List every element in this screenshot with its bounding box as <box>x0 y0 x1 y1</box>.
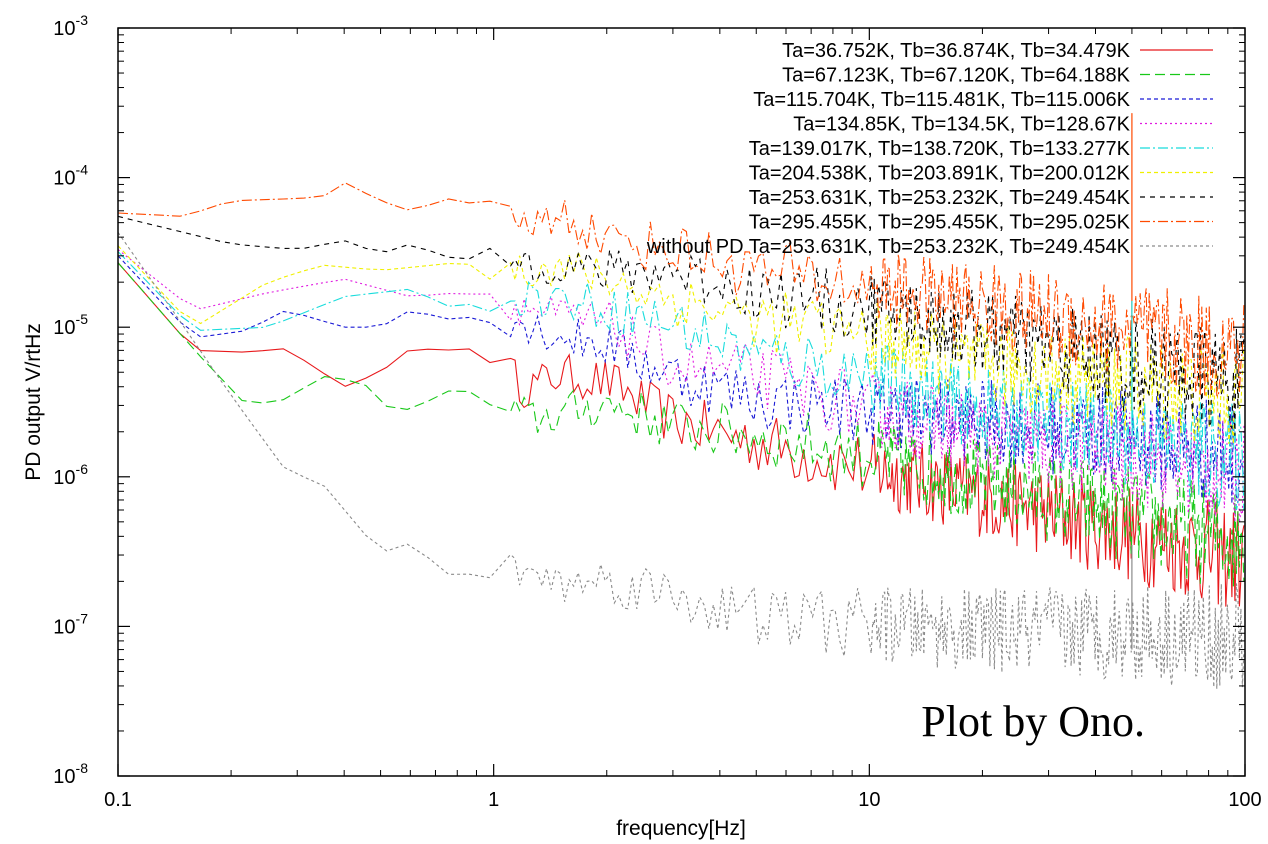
y-axis-label: PD output V/rtHz <box>22 323 45 481</box>
series-line-9 <box>117 232 1245 690</box>
legend-label-1: Ta=36.752K, Tb=36.874K, Tb=34.479K <box>782 40 1131 62</box>
x-tick-label: 0.1 <box>104 789 132 811</box>
y-tick-label: 10-6 <box>53 461 88 489</box>
legend-label-2: Ta=67.123K, Tb=67.120K, Tb=64.188K <box>782 65 1131 87</box>
legend-label-4: Ta=134.85K, Tb=134.5K, Tb=128.67K <box>793 114 1130 136</box>
series-line-3 <box>117 255 1245 504</box>
series-line-6 <box>117 245 1245 444</box>
plot-frame <box>117 27 1246 777</box>
series-line-7 <box>117 215 1245 436</box>
y-tick-label: 10-4 <box>53 162 88 190</box>
ticks-layer: 0.1 1 10 100 10-8 10-7 10-6 10-5 10-4 10-3 <box>53 12 1261 811</box>
legend-label-8: Ta=295.455K, Tb=295.455K, Tb=295.025K <box>749 212 1131 234</box>
series-line-1 <box>117 262 1245 607</box>
x-tick-label: 100 <box>1228 789 1261 811</box>
x-tick-label: 1 <box>488 789 499 811</box>
y-tick-label: 10-7 <box>53 610 88 638</box>
y-tick-label: 10-3 <box>53 12 88 40</box>
plot-annotation: Plot by Ono. <box>921 697 1145 746</box>
x-axis-label: frequency[Hz] <box>616 817 746 840</box>
y-tick-label: 10-5 <box>53 311 88 339</box>
legend-label-9: without PD Ta=253.631K, Tb=253.232K, Tb=… <box>646 236 1131 258</box>
legend-label-7: Ta=253.631K, Tb=253.232K, Tb=249.454K <box>749 187 1131 209</box>
legend-label-6: Ta=204.538K, Tb=203.891K, Tb=200.012K <box>749 163 1131 185</box>
legend-label-5: Ta=139.017K, Tb=138.720K, Tb=133.277K <box>749 138 1131 160</box>
legend: Ta=36.752K, Tb=36.874K, Tb=34.479K Ta=67.… <box>646 40 1213 258</box>
series-line-8 <box>117 182 1245 398</box>
x-tick-label: 10 <box>858 789 880 811</box>
series-line-2 <box>117 262 1245 587</box>
legend-label-3: Ta=115.704K, Tb=115.481K, Tb=115.006K <box>753 89 1130 111</box>
series-layer <box>117 113 1245 690</box>
y-tick-label: 10-8 <box>53 760 88 788</box>
